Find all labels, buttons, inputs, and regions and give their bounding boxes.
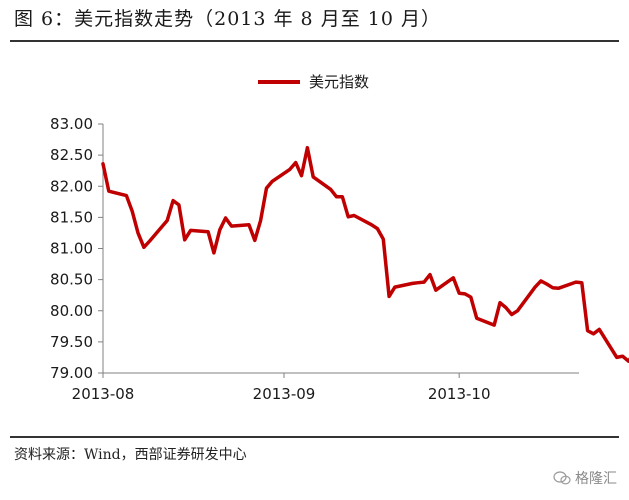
footer-divider bbox=[10, 436, 619, 438]
x-tick-label: 2013-10 bbox=[428, 385, 491, 403]
chart-title: 图 6：美元指数走势（2013 年 8 月至 10 月） bbox=[14, 8, 441, 30]
source-note: 资料来源：Wind，西部证券研发中心 bbox=[14, 447, 247, 463]
wechat-icon bbox=[553, 471, 571, 485]
plot-area: 83.00 82.50 82.00 81.50 81.00 80.50 80.00 79.50… bbox=[50, 115, 629, 403]
y-tick-label: 81.50 bbox=[50, 208, 93, 226]
y-tick-label: 82.50 bbox=[50, 146, 93, 164]
x-tick-label: 2013-08 bbox=[72, 385, 135, 403]
legend-label: 美元指数 bbox=[309, 73, 369, 91]
x-tick-label: 2013-09 bbox=[253, 385, 316, 403]
y-tick-label: 82.00 bbox=[50, 177, 93, 195]
y-tick-label: 81.00 bbox=[50, 240, 93, 258]
series-line-usd-index bbox=[101, 145, 629, 363]
line-chart: 美元指数 83.00 82.50 82.00 81.50 81.00 80.50 80.00… bbox=[50, 73, 629, 403]
watermark-text: 格隆汇 bbox=[575, 471, 617, 487]
legend: 美元指数 bbox=[258, 73, 369, 91]
y-tick-label: 79.50 bbox=[50, 333, 93, 351]
watermark: 格隆汇 bbox=[553, 468, 617, 488]
y-tick-label: 80.00 bbox=[50, 302, 93, 320]
y-tick-label: 79.00 bbox=[50, 364, 93, 382]
title-divider bbox=[10, 40, 619, 42]
y-tick-label: 80.50 bbox=[50, 271, 93, 289]
y-tick-label: 83.00 bbox=[50, 115, 93, 133]
